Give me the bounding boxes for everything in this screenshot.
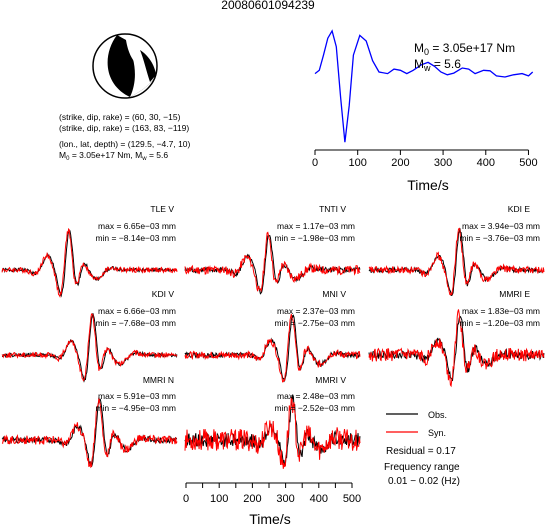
stf-series-line xyxy=(314,29,534,143)
bottom-x-tick-label: 500 xyxy=(343,493,361,505)
station-label: KDI E xyxy=(508,204,531,214)
waveform-panel: TLE V max = 6.65e−03 mm min = −8.14e−03 mm xyxy=(1,204,178,299)
max-amplitude-label: max = 2.37e−03 mm xyxy=(277,306,355,316)
max-amplitude-label: max = 6.65e−03 mm xyxy=(98,221,176,231)
waveform-panel: MMRI E max = 1.83e−03 mm min = −1.20e−03 m… xyxy=(368,289,545,388)
waveform-panels: TLE V max = 6.65e−03 mm min = −8.14e−03 mm… xyxy=(1,204,545,469)
max-amplitude-label: max = 6.66e−03 mm xyxy=(98,306,176,316)
max-amplitude-label: max = 1.17e−03 mm xyxy=(277,221,355,231)
waveform-panel: KDI E max = 3.94e−03 mm min = −3.76e−03 mm xyxy=(368,204,545,296)
stf-x-tick-label: 400 xyxy=(477,157,495,169)
stf-x-tick-label: 500 xyxy=(519,157,537,169)
figure-title: 20080601094239 xyxy=(221,0,315,12)
station-label: KDI V xyxy=(152,289,175,299)
source-param-plane2: (strike, dip, rake) = (163, 83, −119) xyxy=(59,123,189,133)
legend: Obs. Syn. xyxy=(386,410,447,438)
waveform-syn-line xyxy=(184,231,361,293)
max-amplitude-label: max = 3.94e−03 mm xyxy=(462,221,540,231)
stf-x-tick-label: 200 xyxy=(391,157,409,169)
waveform-panel: MNI V max = 2.37e−03 mm min = −2.75e−03 mm xyxy=(184,289,361,383)
waveform-syn-line xyxy=(1,397,178,469)
bottom-x-tick-label: 0 xyxy=(183,493,189,505)
min-amplitude-label: min = −1.20e−03 mm xyxy=(459,318,540,328)
max-amplitude-label: max = 5.91e−03 mm xyxy=(98,391,176,401)
station-label: MMRI E xyxy=(499,289,530,299)
waveform-syn-line xyxy=(184,396,361,469)
station-label: MMRI N xyxy=(143,375,174,385)
stf-x-tick-label: 100 xyxy=(349,157,367,169)
waveform-syn-line xyxy=(184,313,361,383)
frequency-range-label: Frequency range xyxy=(384,462,460,473)
min-amplitude-label: min = −4.95e−03 mm xyxy=(95,403,176,413)
residual-label: Residual = 0.17 xyxy=(386,446,456,457)
bottom-x-tick-label: 200 xyxy=(243,493,261,505)
source-param-magnitude: M0 = 3.05e+17 Nm, Mw = 5.6 xyxy=(59,150,168,162)
legend-syn-label: Syn. xyxy=(428,428,446,438)
station-label: MNI V xyxy=(322,289,346,299)
bottom-x-axis-label: Time/s xyxy=(249,511,290,527)
stf-chart: 0 100 200 300 400 500 xyxy=(312,29,538,169)
waveform-panel: KDI V max = 6.66e−03 mm min = −7.68e−03 mm xyxy=(1,289,178,383)
bottom-time-axis: 0 100 200 300 400 500 xyxy=(183,482,361,505)
source-param-plane1: (strike, dip, rake) = (60, 30, −15) xyxy=(59,112,181,122)
frequency-range-value: 0.01 − 0.02 (Hz) xyxy=(388,476,460,487)
min-amplitude-label: min = −2.75e−03 mm xyxy=(274,318,355,328)
waveform-syn-line xyxy=(1,227,178,299)
legend-obs-label: Obs. xyxy=(428,410,447,420)
station-label: MMRI V xyxy=(315,375,346,385)
bottom-x-tick-label: 100 xyxy=(210,493,228,505)
stf-x-axis-label: Time/s xyxy=(407,177,448,193)
max-amplitude-label: max = 1.83e−03 mm xyxy=(462,306,540,316)
bottom-x-tick-label: 400 xyxy=(310,493,328,505)
waveform-syn-line xyxy=(1,313,178,382)
focal-mechanism-beachball xyxy=(92,33,158,99)
waveform-syn-line xyxy=(368,227,545,296)
station-label: TNTI V xyxy=(319,204,346,214)
min-amplitude-label: min = −2.52e−03 mm xyxy=(274,403,355,413)
stf-m0-label: M0 = 3.05e+17 Nm xyxy=(414,41,515,57)
stf-x-tick-label: 300 xyxy=(434,157,452,169)
stf-x-tick-label: 0 xyxy=(312,157,318,169)
min-amplitude-label: min = −7.68e−03 mm xyxy=(95,318,176,328)
stf-mw-label: Mw = 5.6 xyxy=(414,57,461,73)
max-amplitude-label: max = 2.48e−03 mm xyxy=(277,391,355,401)
station-label: TLE V xyxy=(150,204,174,214)
min-amplitude-label: min = −8.14e−03 mm xyxy=(95,233,176,243)
waveform-panel: TNTI V max = 1.17e−03 mm min = −1.98e−03 m… xyxy=(184,204,361,295)
waveform-panel: MMRI V max = 2.48e−03 mm min = −2.52e−03 m… xyxy=(184,375,361,469)
waveform-syn-line xyxy=(368,309,545,388)
min-amplitude-label: min = −3.76e−03 mm xyxy=(459,233,540,243)
source-param-location: (lon., lat, depth) = (129.5, −4.7, 10) xyxy=(59,139,191,149)
min-amplitude-label: min = −1.98e−03 mm xyxy=(274,233,355,243)
waveform-panel: MMRI N max = 5.91e−03 mm min = −4.95e−03 m… xyxy=(1,375,178,469)
bottom-x-tick-label: 300 xyxy=(276,493,294,505)
